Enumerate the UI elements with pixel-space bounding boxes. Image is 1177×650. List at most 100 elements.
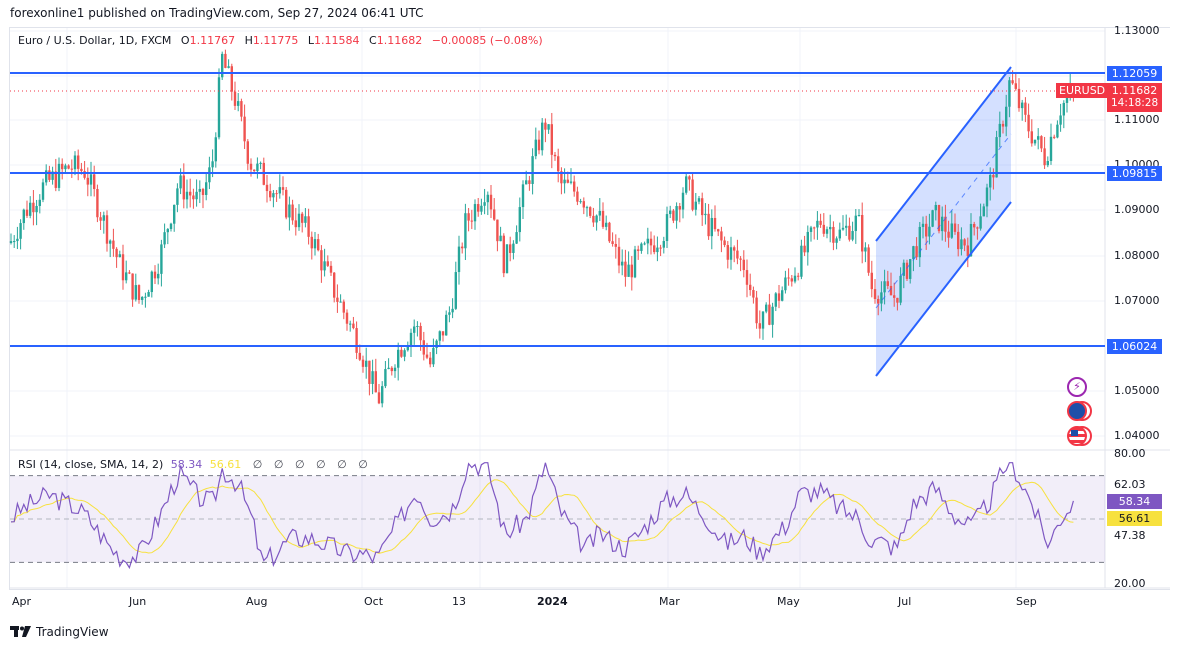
na-value: ∅ — [316, 458, 326, 471]
candle-body — [521, 184, 525, 208]
candle-body — [470, 220, 473, 222]
candle-body — [313, 239, 317, 249]
candle-body — [579, 201, 582, 203]
candle-body — [1059, 115, 1062, 125]
candle-body — [361, 359, 365, 367]
candle-body — [854, 215, 857, 232]
tradingview-footer[interactable]: TradingView — [10, 625, 109, 639]
candle-body — [957, 231, 960, 250]
candle-body — [368, 360, 371, 384]
candle-body — [861, 215, 864, 252]
candle-body — [509, 244, 512, 253]
time-axis-label: May — [777, 595, 800, 608]
candle-body — [893, 295, 896, 298]
candle-body — [838, 229, 841, 239]
time-axis-label: Mar — [659, 595, 680, 608]
candle-body — [461, 246, 464, 249]
candle-body — [96, 189, 99, 218]
price-axis-label: 1.04000 — [1114, 429, 1160, 442]
candle-body — [912, 246, 915, 260]
candle-body — [736, 250, 739, 259]
candle-body — [989, 174, 992, 188]
symbol-title[interactable]: Euro / U.S. Dollar, 1D, FXCM — [18, 34, 172, 47]
candle-body — [573, 181, 576, 192]
candle-body — [621, 261, 624, 266]
candle-body — [169, 223, 173, 230]
candle-body — [547, 124, 550, 130]
price-axis-label: 1.07000 — [1114, 294, 1160, 307]
candle-body — [269, 191, 272, 198]
last-price-value: 1.11682 — [1111, 84, 1158, 97]
candle-body — [950, 223, 953, 238]
candle-body — [656, 247, 659, 253]
candle-body — [531, 156, 534, 184]
candle-body — [67, 165, 70, 169]
candle-body — [985, 187, 989, 207]
candle-body — [649, 238, 653, 246]
candle-body — [80, 168, 83, 172]
candle-body — [585, 207, 589, 209]
candle-body — [109, 240, 112, 244]
candle-body — [233, 91, 237, 106]
candle-body — [230, 66, 233, 92]
price-axis-label: 1.13000 — [1114, 24, 1160, 37]
candle-body — [457, 246, 461, 273]
candle-body — [605, 222, 608, 227]
candle-body — [45, 170, 48, 183]
candle-body — [841, 227, 845, 230]
candle-body — [166, 229, 169, 233]
candle-body — [909, 259, 912, 279]
candle-body — [611, 241, 614, 244]
candle-body — [800, 245, 803, 277]
candle-body — [899, 275, 902, 303]
candle-body — [739, 258, 742, 260]
candle-body — [41, 182, 45, 200]
candle-body — [758, 323, 761, 329]
candle-body — [873, 289, 877, 299]
candle-body — [947, 231, 950, 238]
candle-body — [723, 240, 726, 246]
lightning-event-icon[interactable]: ⚡ — [1067, 377, 1087, 397]
candle-body — [502, 235, 505, 274]
us-flag-event-icon[interactable] — [1067, 426, 1087, 446]
candle-body — [1011, 80, 1014, 84]
candle-body — [448, 312, 451, 315]
candle-body — [784, 277, 787, 291]
candle-body — [1027, 114, 1030, 132]
candle-body — [243, 116, 246, 142]
candle-body — [198, 188, 201, 192]
candle-body — [749, 284, 752, 291]
candle-body — [29, 202, 32, 216]
rsi-title[interactable]: RSI (14, close, SMA, 14, 2) — [18, 458, 164, 471]
candle-body — [998, 123, 1001, 138]
candle-body — [272, 193, 275, 198]
candle-body — [544, 122, 547, 130]
candle-body — [953, 223, 957, 232]
candle-body — [691, 179, 694, 210]
candle-body — [451, 308, 454, 313]
candle-body — [19, 223, 22, 239]
candle-body — [829, 226, 832, 230]
candle-body — [413, 326, 416, 333]
candle-body — [816, 220, 819, 228]
candle-body — [672, 210, 675, 221]
rsi-line — [10, 462, 1074, 570]
candle-body — [400, 349, 403, 357]
candle-body — [541, 122, 544, 151]
candle-body — [937, 204, 941, 232]
candle-body — [822, 224, 825, 234]
price-axis-label: 1.11000 — [1114, 113, 1160, 126]
candle-body — [525, 180, 528, 185]
candle-body — [35, 205, 38, 213]
candle-body — [157, 273, 160, 279]
na-value: ∅ — [252, 458, 263, 471]
candle-body — [22, 209, 25, 224]
candle-body — [665, 214, 669, 242]
eu-flag-event-icon[interactable] — [1067, 401, 1087, 421]
candle-body — [377, 392, 381, 404]
candle-body — [973, 223, 976, 228]
candle-body — [505, 244, 509, 274]
time-axis-label: 2024 — [537, 595, 568, 608]
candle-body — [185, 191, 189, 200]
